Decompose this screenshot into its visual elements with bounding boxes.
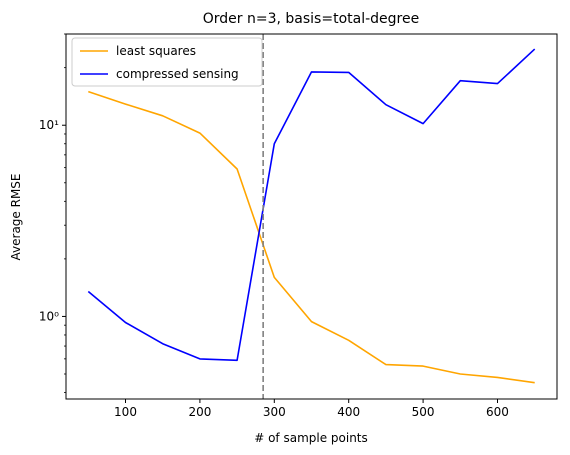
legend-label: compressed sensing xyxy=(116,67,239,81)
y-tick-label: 10⁰ xyxy=(39,309,59,323)
x-tick-label: 400 xyxy=(337,405,360,419)
x-tick-label: 600 xyxy=(486,405,509,419)
series-line-least-squares xyxy=(88,90,535,384)
y-tick-label: 10¹ xyxy=(39,118,59,132)
y-axis-label: Average RMSE xyxy=(9,174,23,261)
plot-frame xyxy=(65,33,558,400)
legend: least squares compressed sensing xyxy=(71,37,263,87)
x-axis-label: # of sample points xyxy=(254,431,368,445)
plot-area xyxy=(87,34,536,399)
legend-box xyxy=(71,37,263,87)
x-tick-label: 100 xyxy=(114,405,137,419)
legend-label: least squares xyxy=(116,44,196,58)
chart-title: Order n=3, basis=total-degree xyxy=(203,11,419,27)
x-tick-label: 200 xyxy=(188,405,211,419)
x-tick-label: 300 xyxy=(263,405,286,419)
series-line-compressed-sensing xyxy=(87,48,536,362)
x-tick-label: 500 xyxy=(412,405,435,419)
